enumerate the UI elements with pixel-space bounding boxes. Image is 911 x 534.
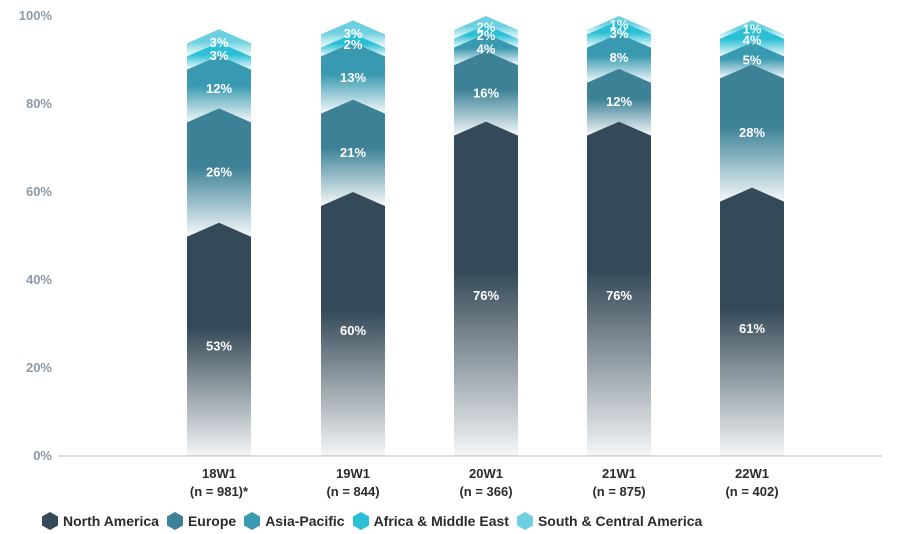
legend-item: Africa & Middle East [351,511,509,531]
segment-value-label: 13% [340,70,366,85]
legend-item: North America [40,511,159,531]
bars: 53%26%12%3%3%60%21%13%2%3%76%16%4%2%2%76… [187,16,784,456]
legend-hexagon-icon [166,512,183,530]
legend-label: Africa & Middle East [373,513,509,529]
bar-segment [720,64,784,202]
segment-value-label: 60% [340,323,366,338]
legend-item: Asia-Pacific [242,511,345,531]
legend-hexagon-icon [516,512,533,530]
bar-segment [187,108,251,237]
bar-segment [321,99,385,206]
segment-value-label: 76% [473,288,499,303]
bar-segment [587,20,651,48]
y-tick-label: 60% [26,184,52,199]
segment-value-label: 76% [606,288,632,303]
segment-value-label: 12% [606,94,632,109]
segment-value-label: 5% [743,52,762,67]
category-label: 21W1 [602,466,636,481]
segment-value-label: 2% [477,28,496,43]
legend-item: Europe [165,511,236,531]
bar-segment [321,20,385,48]
bar-segment [587,68,651,136]
segment-value-label: 1% [743,22,762,37]
segment-value-label: 2% [477,19,496,34]
segment-value-label: 2% [344,37,363,52]
bar-segment [187,222,251,456]
segment-value-label: 26% [206,165,232,180]
legend-label: South & Central America [537,513,703,529]
legend-item: South & Central America [515,511,702,531]
segment-value-label: 12% [206,81,232,96]
bar-segment [720,20,784,39]
segment-value-label: 16% [473,85,499,100]
legend-hexagon-icon [42,512,58,530]
bar-segment [187,42,251,70]
category-label: 22W1 [735,466,769,481]
bar-segment [187,29,251,57]
category-label: 19W1 [336,466,370,481]
segment-value-label: 8% [610,50,629,65]
legend-hexagon-icon [352,512,369,530]
legend-label: Asia-Pacific [265,513,345,529]
legend: North America Europe Asia-Pacific Africa & … [40,511,708,531]
bar-segment [454,16,518,39]
bar-segment [187,55,251,123]
segment-value-label: 1% [610,17,629,32]
legend-label: Europe [187,513,237,529]
segment-value-label: 3% [610,26,629,41]
segment-value-label: 4% [477,41,496,56]
category-label: 20W1 [469,466,503,481]
sample-size-label: (n = 366) [459,484,512,499]
category-labels: 18W1 (n = 981)* 19W1 (n = 844) 20W1 (n = 366)… [190,466,779,499]
bar-segment [454,121,518,456]
bar-segment [587,16,651,35]
bar-segment [321,192,385,456]
y-tick-label: 0% [33,448,52,463]
bar-segment [321,33,385,57]
bar-segment [720,24,784,57]
bar-segment [720,42,784,79]
bar-segment [587,121,651,456]
sample-size-label: (n = 981)* [190,484,249,499]
category-label: 18W1 [202,466,236,481]
sample-size-label: (n = 875) [592,484,645,499]
bar-segment [454,24,518,48]
segment-value-label: 53% [206,338,232,353]
y-tick-label: 40% [26,272,52,287]
segment-value-label: 28% [739,125,765,140]
segment-value-label: 3% [344,26,363,41]
segment-value-label: 3% [210,35,229,50]
bar-segment [454,33,518,66]
legend-hexagon-icon [244,512,261,530]
y-tick-label: 100% [19,8,53,23]
y-tick-label: 80% [26,96,52,111]
sample-size-label: (n = 402) [725,484,778,499]
legend-label: North America [63,513,159,529]
bar-segment [454,51,518,136]
sample-size-label: (n = 844) [326,484,379,499]
bar-segment [321,42,385,114]
segment-value-label: 61% [739,321,765,336]
y-tick-label: 20% [26,360,52,375]
segment-value-label: 3% [210,48,229,63]
segment-value-label: 4% [743,33,762,48]
segment-value-label: 21% [340,145,366,160]
bar-segment [720,187,784,456]
bar-segment [587,33,651,83]
